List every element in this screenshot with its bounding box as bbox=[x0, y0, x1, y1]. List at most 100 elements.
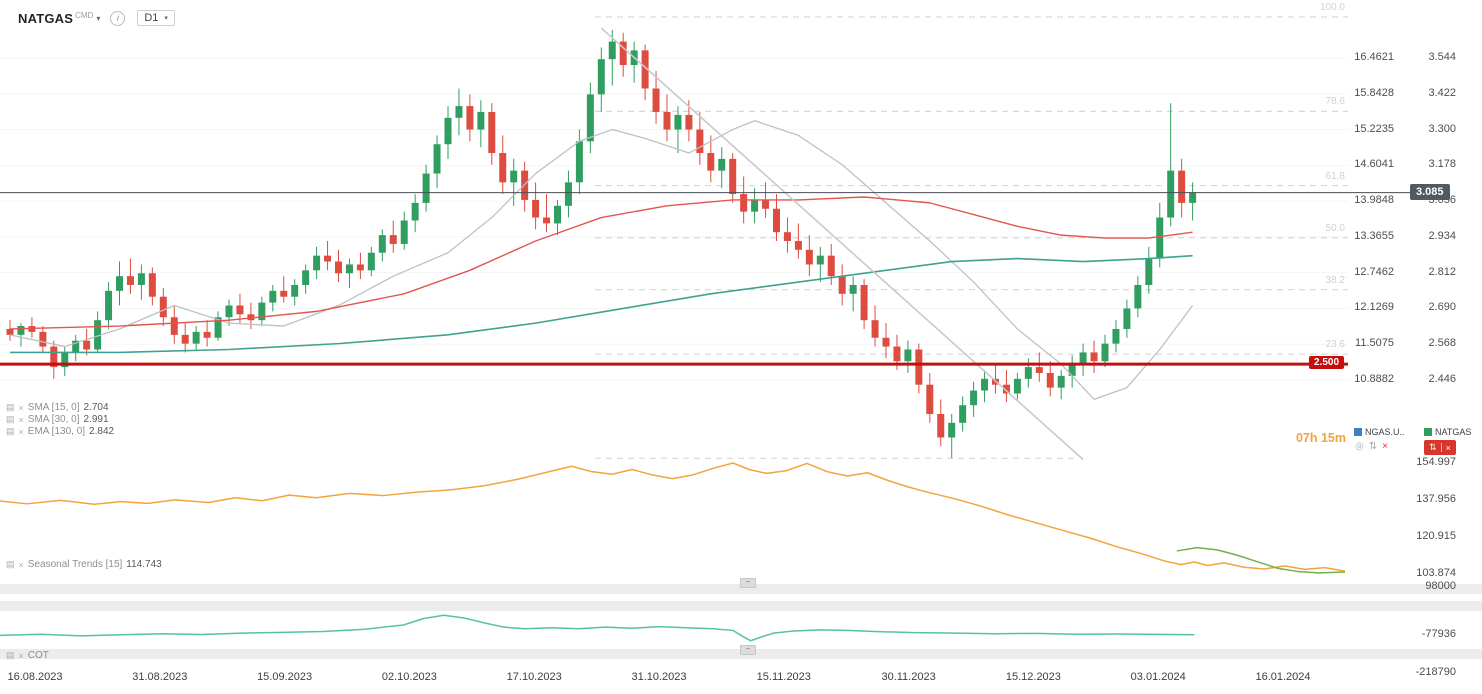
instrument-chip-ngas[interactable]: NGAS.U.. bbox=[1354, 427, 1405, 437]
candle bbox=[105, 290, 113, 321]
date-axis-label: 15.09.2023 bbox=[257, 671, 313, 683]
cot-legend: ▤ × COT bbox=[6, 650, 49, 661]
indicator-menu-icon[interactable]: ▤ bbox=[6, 559, 15, 569]
right-scale-label: 3.544 bbox=[1428, 51, 1456, 63]
date-axis-label: 02.10.2023 bbox=[381, 671, 437, 683]
indicator-label: COT bbox=[27, 650, 49, 661]
candle bbox=[1123, 308, 1131, 329]
candle bbox=[247, 314, 255, 321]
candle bbox=[981, 378, 989, 391]
candle bbox=[608, 41, 616, 60]
candle bbox=[499, 153, 507, 183]
candle bbox=[1079, 352, 1087, 365]
candle bbox=[838, 276, 846, 294]
indicator-label: SMA [15, 0] bbox=[27, 402, 80, 413]
indicator-menu-icon[interactable]: ▤ bbox=[6, 426, 15, 436]
info-icon[interactable]: i bbox=[110, 10, 126, 26]
close-icon[interactable]: × bbox=[1445, 442, 1451, 453]
trendline[interactable] bbox=[600, 27, 1084, 461]
indicator-menu-icon[interactable]: ▤ bbox=[6, 650, 15, 660]
candle bbox=[762, 199, 770, 209]
timeframe-value: D1 bbox=[144, 12, 159, 24]
instrument-name[interactable]: NATGAS bbox=[18, 10, 74, 26]
seasonal-legend: ▤ × Seasonal Trends [15] 114.743 bbox=[6, 559, 162, 570]
candle bbox=[1167, 170, 1175, 218]
candle bbox=[236, 305, 244, 315]
candle bbox=[159, 296, 167, 318]
fib-level-label: 50.0 bbox=[1325, 222, 1345, 234]
candle bbox=[685, 114, 693, 130]
close-icon[interactable]: × bbox=[1382, 441, 1388, 452]
indicator-value: 2.704 bbox=[83, 402, 109, 413]
candle bbox=[378, 235, 386, 253]
candle bbox=[729, 158, 737, 195]
candle bbox=[970, 390, 978, 406]
candle bbox=[280, 290, 288, 297]
candle bbox=[39, 331, 47, 347]
candle bbox=[1101, 343, 1109, 362]
indicator-menu-icon[interactable]: ▤ bbox=[6, 414, 15, 424]
ngas-chip-label: NGAS.U.. bbox=[1365, 427, 1405, 437]
indicator-remove-icon[interactable]: × bbox=[18, 559, 24, 570]
panel-collapse-handle[interactable]: − bbox=[740, 578, 756, 588]
indicator-value: 2.991 bbox=[83, 414, 109, 425]
candle bbox=[1046, 372, 1054, 388]
candle bbox=[882, 337, 890, 347]
left-scale-label: 10.8882 bbox=[1354, 373, 1394, 385]
support-price-badge: 2.500 bbox=[1309, 356, 1345, 370]
current-price-badge: 3.085 bbox=[1410, 183, 1450, 200]
indicator-label: SMA [30, 0] bbox=[27, 414, 80, 425]
candle bbox=[356, 264, 364, 271]
seasonal-line bbox=[1176, 546, 1346, 574]
left-scale-label: 12.7462 bbox=[1354, 265, 1394, 278]
candle bbox=[1090, 352, 1098, 362]
candle bbox=[794, 240, 802, 250]
collapsed-panel-band bbox=[0, 601, 1482, 611]
indicator-menu-icon[interactable]: ▤ bbox=[6, 402, 15, 412]
seasonal-axis-label: 120.915 bbox=[1416, 530, 1456, 542]
indicator-value: 2.842 bbox=[89, 426, 115, 437]
fib-level-label: 61.8 bbox=[1325, 170, 1345, 182]
ngas-color-swatch bbox=[1354, 428, 1362, 436]
panel-collapse-handle[interactable]: − bbox=[740, 645, 756, 655]
indicator-remove-icon[interactable]: × bbox=[18, 402, 24, 413]
indicator-label: Seasonal Trends [15] bbox=[27, 559, 123, 570]
candle bbox=[652, 88, 660, 112]
visibility-icon[interactable]: ◎ bbox=[1355, 441, 1364, 452]
right-scale-label: 2.812 bbox=[1428, 265, 1456, 278]
fib-level-label: 38.2 bbox=[1325, 274, 1345, 286]
ma-line bbox=[9, 120, 1194, 401]
candle bbox=[641, 50, 649, 89]
right-scale-label: 3.300 bbox=[1428, 122, 1456, 135]
candle bbox=[740, 194, 748, 212]
chevron-down-icon[interactable]: ▾ bbox=[96, 13, 101, 23]
timeframe-dropdown[interactable]: D1 ▾ bbox=[137, 10, 175, 26]
instrument-chip-natgas[interactable]: NATGAS bbox=[1424, 427, 1471, 437]
cot-axis-label: -218790 bbox=[1415, 666, 1456, 678]
candle bbox=[937, 414, 945, 438]
sort-arrows-icon[interactable]: ⇅ bbox=[1368, 441, 1378, 452]
indicator-remove-icon[interactable]: × bbox=[18, 414, 24, 425]
candle bbox=[827, 255, 835, 277]
candle bbox=[148, 273, 156, 297]
left-scale-label: 15.8428 bbox=[1354, 86, 1394, 99]
candle bbox=[477, 111, 485, 130]
candle bbox=[554, 205, 561, 224]
right-scale-label: 2.690 bbox=[1428, 301, 1456, 314]
fib-level-label: 100.0 bbox=[1319, 1, 1345, 13]
candle bbox=[586, 94, 594, 142]
candle bbox=[335, 261, 342, 274]
indicator-remove-icon[interactable]: × bbox=[18, 426, 24, 437]
candle bbox=[1024, 367, 1032, 379]
candle bbox=[192, 331, 200, 344]
candle bbox=[389, 235, 397, 244]
date-axis-label: 16.08.2023 bbox=[7, 671, 63, 683]
candle bbox=[543, 217, 551, 224]
natgas-active-controls[interactable]: ⇅ × bbox=[1424, 440, 1456, 455]
candle bbox=[214, 317, 222, 338]
sort-arrows-icon[interactable]: ⇅ bbox=[1429, 442, 1437, 452]
candle bbox=[1156, 217, 1164, 259]
indicator-remove-icon[interactable]: × bbox=[18, 650, 24, 661]
